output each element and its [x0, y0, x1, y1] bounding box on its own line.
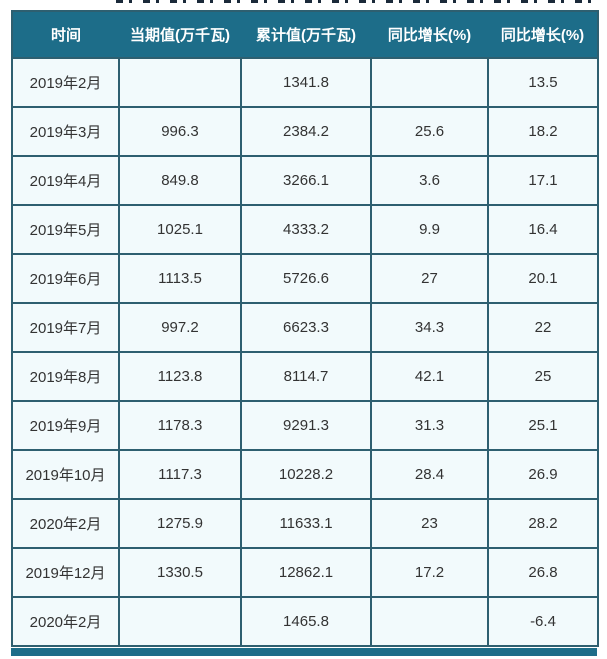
table-cell: 2384.2	[240, 106, 372, 157]
table-cell: 1330.5	[118, 547, 242, 598]
table-cell: 28.4	[370, 449, 489, 500]
table-cell: 18.2	[487, 106, 599, 157]
table-cell: 2019年10月	[11, 449, 120, 500]
column-header-3: 同比增长(%)	[371, 11, 488, 58]
table-cell: 1275.9	[118, 498, 242, 549]
table-cell: 12862.1	[240, 547, 372, 598]
table-cell: 1465.8	[240, 596, 372, 647]
table-cell	[370, 596, 489, 647]
table-row: 2019年7月 997.2 6623.3 34.3 22	[11, 302, 599, 353]
table-cell: 26.8	[487, 547, 599, 598]
table-row: 2019年10月 1117.3 10228.2 28.4 26.9	[11, 449, 599, 500]
table-cell: 1123.8	[118, 351, 242, 402]
table-cell: 2020年2月	[11, 596, 120, 647]
table-cell: 23	[370, 498, 489, 549]
table-cell: 1341.8	[240, 57, 372, 108]
table-cell	[118, 57, 242, 108]
table-cell: 42.1	[370, 351, 489, 402]
column-header-4: 同比增长(%)	[488, 11, 598, 58]
table-row: 2019年5月 1025.1 4333.2 9.9 16.4	[11, 204, 599, 255]
table-cell: 13.5	[487, 57, 599, 108]
table-cell: 997.2	[118, 302, 242, 353]
table-row: 2019年12月 1330.5 12862.1 17.2 26.8	[11, 547, 599, 598]
table-cell: 26.9	[487, 449, 599, 500]
column-header-1: 当期值(万千瓦)	[119, 11, 241, 58]
table-cell: 2019年6月	[11, 253, 120, 304]
table-cell: 1117.3	[118, 449, 242, 500]
table-cell: 1178.3	[118, 400, 242, 451]
cropped-footer-row-fragment	[11, 648, 597, 656]
table-cell: -6.4	[487, 596, 599, 647]
table-row: 2019年2月 1341.8 13.5	[11, 57, 599, 108]
table-cell: 27	[370, 253, 489, 304]
table-cell: 2019年2月	[11, 57, 120, 108]
table-cell: 4333.2	[240, 204, 372, 255]
table-cell: 34.3	[370, 302, 489, 353]
table-cell: 2019年3月	[11, 106, 120, 157]
table-cell: 28.2	[487, 498, 599, 549]
column-header-0: 时间	[12, 11, 119, 58]
table-cell: 2019年12月	[11, 547, 120, 598]
table-cell: 2019年5月	[11, 204, 120, 255]
table-cell: 2019年9月	[11, 400, 120, 451]
table-cell: 1113.5	[118, 253, 242, 304]
table-cell: 31.3	[370, 400, 489, 451]
table-cell: 22	[487, 302, 599, 353]
table-cell: 6623.3	[240, 302, 372, 353]
table-cell: 3266.1	[240, 155, 372, 206]
table-cell	[370, 57, 489, 108]
table-cell: 25.6	[370, 106, 489, 157]
table-cell: 2019年7月	[11, 302, 120, 353]
table-cell: 20.1	[487, 253, 599, 304]
table-cell: 3.6	[370, 155, 489, 206]
table-row: 2019年3月 996.3 2384.2 25.6 18.2	[11, 106, 599, 157]
table-cell: 1025.1	[118, 204, 242, 255]
table-cell: 25	[487, 351, 599, 402]
table-row: 2020年2月 1275.9 11633.1 23 28.2	[11, 498, 599, 549]
cropped-title-text-fragment	[116, 0, 594, 6]
table-header-row: 时间 当期值(万千瓦) 累计值(万千瓦) 同比增长(%) 同比增长(%)	[12, 11, 598, 58]
table-row: 2020年2月 1465.8 -6.4	[11, 596, 599, 647]
table-row: 2019年8月 1123.8 8114.7 42.1 25	[11, 351, 599, 402]
table-cell: 9.9	[370, 204, 489, 255]
column-header-2: 累计值(万千瓦)	[241, 11, 371, 58]
table-row: 2019年6月 1113.5 5726.6 27 20.1	[11, 253, 599, 304]
table-row: 2019年4月 849.8 3266.1 3.6 17.1	[11, 155, 599, 206]
table-cell: 2020年2月	[11, 498, 120, 549]
table-cell: 11633.1	[240, 498, 372, 549]
table-cell: 996.3	[118, 106, 242, 157]
table-cell: 17.1	[487, 155, 599, 206]
table-cell: 849.8	[118, 155, 242, 206]
statistics-table: 时间 当期值(万千瓦) 累计值(万千瓦) 同比增长(%) 同比增长(%) 2019年2月…	[11, 10, 599, 647]
table-row: 2019年9月 1178.3 9291.3 31.3 25.1	[11, 400, 599, 451]
table-cell: 9291.3	[240, 400, 372, 451]
table-cell: 17.2	[370, 547, 489, 598]
table-cell: 8114.7	[240, 351, 372, 402]
table-cell: 2019年4月	[11, 155, 120, 206]
table-cell	[118, 596, 242, 647]
table-cell: 5726.6	[240, 253, 372, 304]
table-cell: 2019年8月	[11, 351, 120, 402]
table-cell: 10228.2	[240, 449, 372, 500]
table-cell: 25.1	[487, 400, 599, 451]
table-cell: 16.4	[487, 204, 599, 255]
